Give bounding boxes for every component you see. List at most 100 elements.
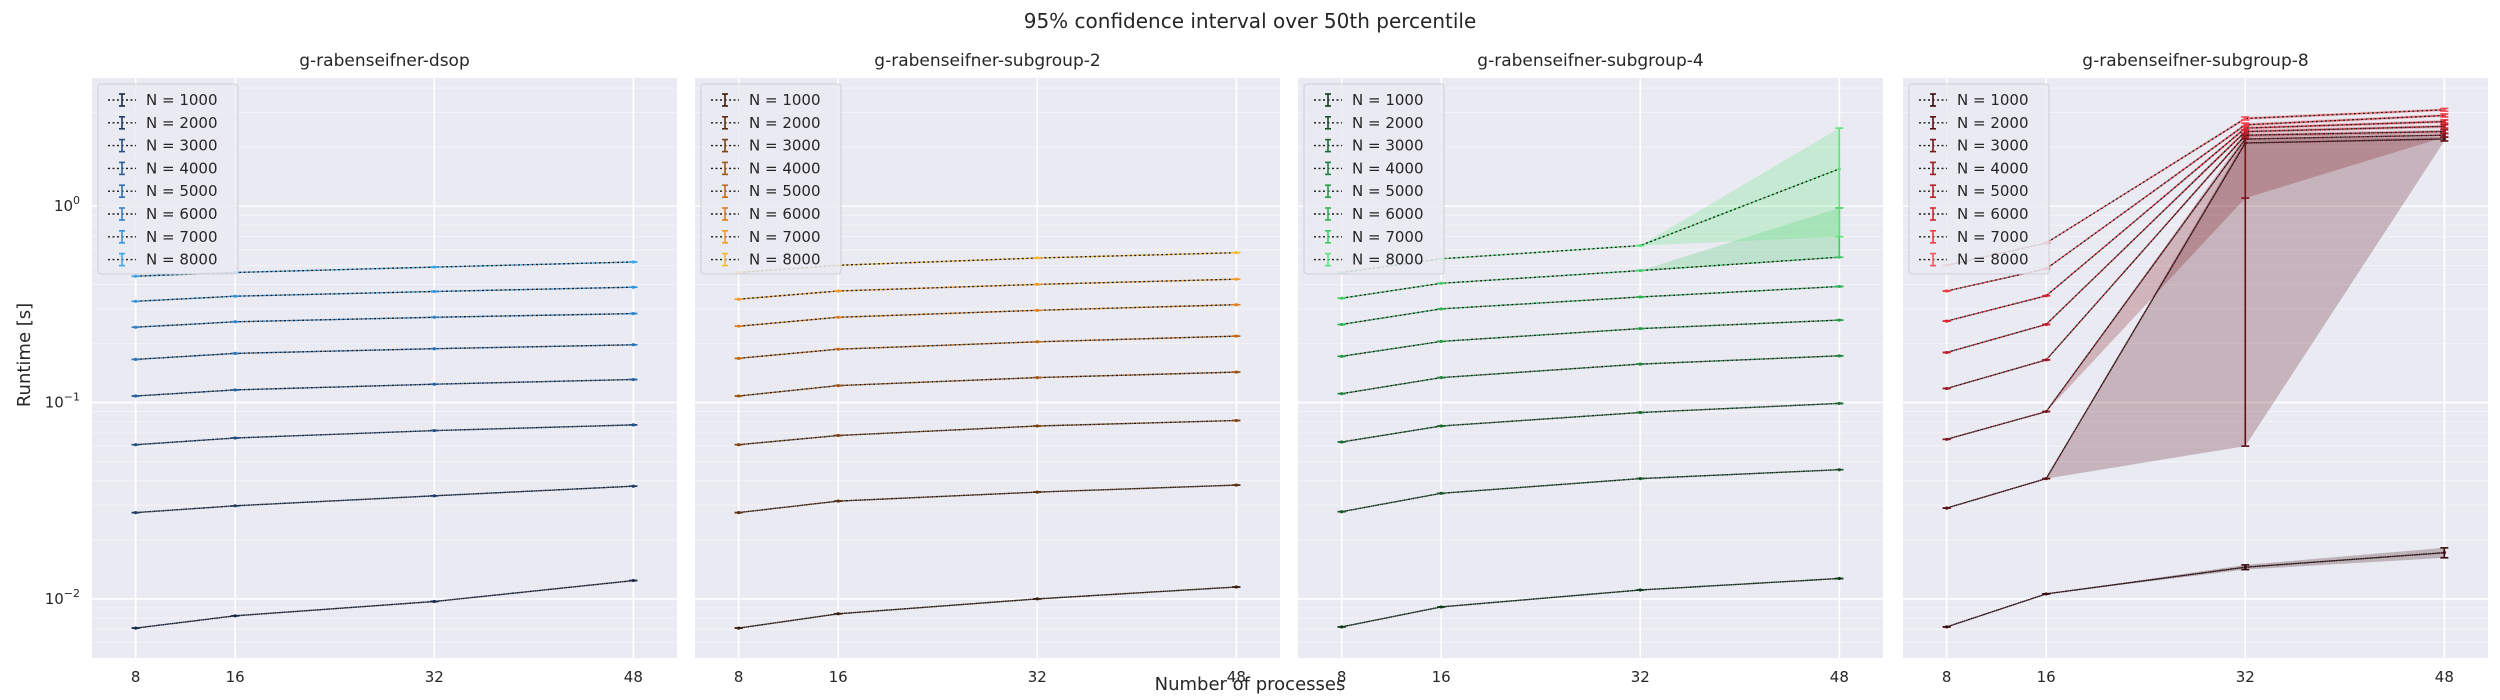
data-point — [2044, 322, 2048, 327]
series-line-color — [738, 419, 1237, 446]
data-point — [631, 484, 635, 488]
legend-item: N = 2000 — [711, 114, 821, 132]
legend-item: N = 6000 — [1314, 205, 1424, 223]
subplot-title: g-rabenseifner-subgroup-8 — [2082, 51, 2308, 71]
series-4 — [131, 377, 638, 398]
series-line-color — [1946, 130, 2445, 390]
data-point — [233, 351, 237, 356]
legend-label: N = 3000 — [749, 137, 821, 155]
series-1 — [1942, 547, 2449, 629]
data-point — [631, 311, 635, 316]
data-point — [2442, 119, 2446, 124]
data-point — [1234, 334, 1238, 338]
x-tick-label: 16 — [829, 668, 848, 686]
series-line — [1946, 134, 2445, 440]
data-point — [1439, 605, 1443, 609]
series-line — [1946, 552, 2445, 628]
series-line — [135, 286, 634, 302]
data-point — [432, 315, 436, 319]
data-point — [737, 394, 741, 398]
data-point — [1234, 418, 1238, 423]
legend: N = 1000 N = 2000 N = 3000 N = 4000 N = 5000… — [700, 83, 842, 275]
series-line — [1341, 256, 1840, 299]
subplot-title: g-rabenseifner-dsop — [299, 51, 470, 71]
data-point — [1340, 625, 1344, 629]
series-line-color — [135, 424, 634, 446]
legend-label: N = 4000 — [1352, 159, 1424, 177]
y-tick-label: 100 — [54, 194, 80, 215]
x-tick-label: 16 — [2037, 668, 2056, 686]
data-point — [1234, 303, 1238, 307]
series-line-color — [1341, 285, 1840, 326]
legend-item: N = 2000 — [1919, 114, 2029, 132]
data-point — [1234, 483, 1238, 487]
legend-label: N = 1000 — [749, 91, 821, 109]
legend-label: N = 5000 — [749, 182, 821, 200]
data-point — [631, 285, 635, 289]
x-tick-label: 48 — [2435, 668, 2454, 686]
series-line — [1946, 130, 2445, 390]
x-tick-label: 48 — [1227, 668, 1246, 686]
data-point — [1837, 318, 1841, 322]
series-line-color — [1946, 120, 2445, 322]
data-point — [432, 428, 436, 433]
data-point — [737, 626, 741, 630]
data-point — [1945, 506, 1949, 510]
data-point — [1340, 392, 1344, 396]
series-line — [738, 419, 1237, 446]
data-point — [2243, 123, 2247, 127]
y-tick-label: 10−1 — [45, 391, 80, 412]
data-point — [2442, 124, 2446, 129]
legend-item: N = 3000 — [108, 137, 218, 155]
legend-label: N = 8000 — [146, 251, 218, 269]
legend-label: N = 1000 — [146, 91, 218, 109]
data-point — [1945, 625, 1949, 629]
legend-frame — [1303, 83, 1445, 275]
legend-label: N = 6000 — [749, 205, 821, 223]
x-tick-label: 48 — [624, 668, 643, 686]
data-point — [1340, 354, 1344, 358]
series-line — [135, 579, 634, 629]
series-line-color — [1946, 552, 2445, 628]
legend-label: N = 8000 — [1352, 251, 1424, 269]
data-point — [1439, 307, 1443, 311]
data-point — [737, 511, 741, 515]
legend-label: N = 2000 — [1352, 114, 1424, 132]
legend-item: N = 8000 — [1314, 251, 1424, 269]
data-point — [631, 343, 635, 347]
data-point — [737, 297, 741, 301]
series-1 — [734, 585, 1241, 630]
data-point — [836, 612, 840, 616]
legend-label: N = 7000 — [146, 228, 218, 246]
data-point — [1945, 386, 1949, 391]
series-4 — [1337, 354, 1844, 396]
data-point — [2044, 409, 2048, 414]
data-point — [1945, 289, 1949, 293]
x-tick-label: 8 — [1337, 668, 1347, 686]
series-line — [135, 344, 634, 361]
legend-label: N = 5000 — [146, 182, 218, 200]
data-point — [1234, 251, 1238, 255]
confidence-bands — [1341, 128, 1840, 627]
series-3 — [1337, 401, 1844, 444]
legend: N = 1000 N = 2000 N = 3000 N = 4000 N = 5000… — [1908, 83, 2050, 275]
data-point — [2243, 116, 2247, 121]
data-point — [1638, 295, 1642, 299]
legend-item: N = 1000 — [1314, 91, 1424, 109]
data-point — [836, 433, 840, 438]
x-tick-label: 32 — [1028, 668, 1047, 686]
series-5 — [131, 343, 638, 361]
data-point — [134, 325, 138, 329]
series-line-color — [738, 586, 1237, 629]
data-point — [2243, 565, 2247, 569]
data-point — [737, 324, 741, 328]
x-tick-label: 8 — [1942, 668, 1952, 686]
legend-item: N = 5000 — [711, 182, 821, 200]
series-6 — [1337, 284, 1844, 327]
legend-label: N = 8000 — [1957, 251, 2029, 269]
data-point — [2243, 129, 2247, 134]
data-point — [233, 388, 237, 392]
series-line-color — [738, 484, 1237, 514]
series-line-color — [135, 344, 634, 361]
series-line — [135, 424, 634, 446]
